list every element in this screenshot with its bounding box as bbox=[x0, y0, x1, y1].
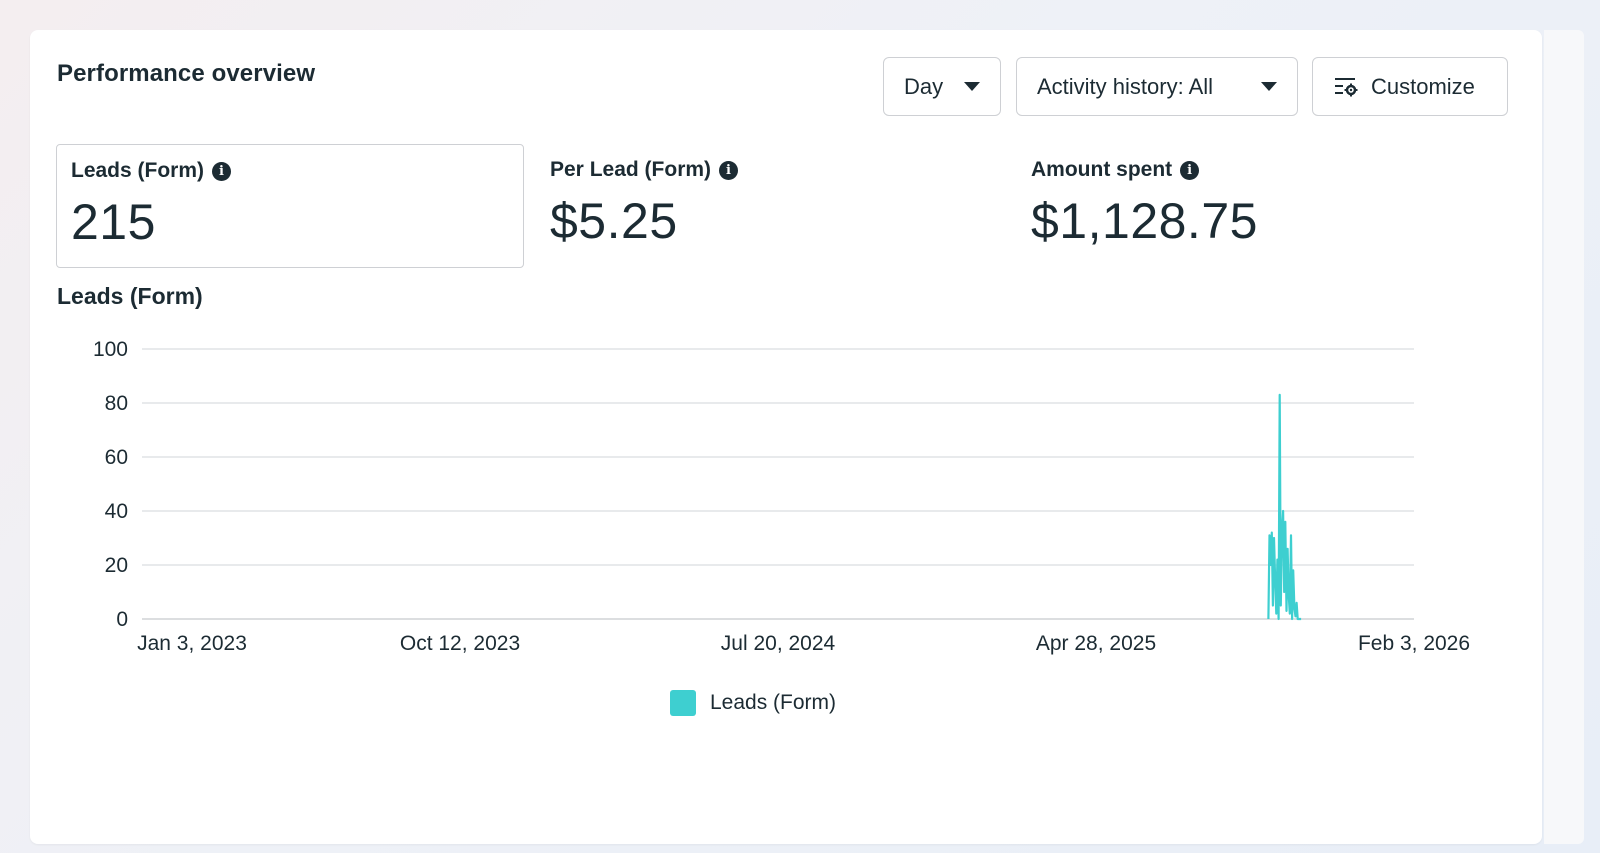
sliders-gear-icon bbox=[1335, 77, 1358, 96]
legend-swatch bbox=[670, 690, 696, 716]
chart-title: Leads (Form) bbox=[57, 283, 203, 309]
x-tick-label: Jul 20, 2024 bbox=[721, 632, 836, 655]
x-tick-label: Apr 28, 2025 bbox=[1036, 632, 1156, 655]
day-dropdown-label: Day bbox=[904, 73, 944, 99]
metric-value-leads: 215 bbox=[71, 194, 156, 250]
activity-history-dropdown-button[interactable]: Activity history: All bbox=[1016, 57, 1298, 116]
day-dropdown-button[interactable]: Day bbox=[883, 57, 1001, 116]
caret-down-icon bbox=[1261, 82, 1277, 91]
metric-label: Leads (Form) bbox=[71, 159, 205, 182]
chart-legend[interactable]: Leads (Form) bbox=[670, 690, 836, 716]
side-panel-edge bbox=[1544, 30, 1584, 844]
metric-label: Amount spent bbox=[1031, 158, 1173, 181]
y-tick-label: 40 bbox=[105, 500, 128, 523]
metric-label-row: Leads (Form) i bbox=[71, 159, 509, 183]
metric-card-amount-spent[interactable]: Amount spent i $1,128.75 bbox=[1017, 144, 1485, 268]
y-tick-label: 0 bbox=[116, 608, 128, 631]
y-tick-label: 100 bbox=[93, 338, 128, 361]
metric-value-amount-spent: $1,128.75 bbox=[1031, 193, 1258, 249]
info-icon[interactable]: i bbox=[212, 161, 232, 181]
metric-label-row: Amount spent i bbox=[1031, 158, 1471, 182]
y-tick-label: 20 bbox=[105, 554, 128, 577]
performance-overview-card: Performance overview Day Activity histor… bbox=[30, 30, 1542, 844]
metric-card-per-lead[interactable]: Per Lead (Form) i $5.25 bbox=[536, 144, 1004, 268]
x-tick-label: Jan 3, 2023 bbox=[137, 632, 247, 655]
y-tick-label: 60 bbox=[105, 446, 128, 469]
page-title: Performance overview bbox=[57, 60, 316, 87]
series-line-leads-form bbox=[1267, 393, 1302, 621]
metric-value-per-lead: $5.25 bbox=[550, 193, 678, 249]
customize-button[interactable]: Customize bbox=[1312, 57, 1508, 116]
metric-card-leads[interactable]: Leads (Form) i 215 bbox=[56, 144, 524, 268]
metric-label: Per Lead (Form) bbox=[550, 158, 712, 181]
x-tick-label: Feb 3, 2026 bbox=[1358, 632, 1470, 655]
info-icon[interactable]: i bbox=[719, 160, 739, 180]
caret-down-icon bbox=[964, 82, 980, 91]
y-tick-label: 80 bbox=[105, 392, 128, 415]
leads-line-chart: 0 20 40 60 80 100 Jan 3, 2023 Oct 12, 2023 Jul 2… bbox=[93, 338, 1470, 655]
activity-history-label: Activity history: All bbox=[1037, 73, 1214, 99]
customize-label: Customize bbox=[1371, 73, 1475, 99]
info-icon[interactable]: i bbox=[1180, 160, 1200, 180]
x-tick-label: Oct 12, 2023 bbox=[400, 632, 520, 655]
metric-label-row: Per Lead (Form) i bbox=[550, 158, 990, 182]
legend-label: Leads (Form) bbox=[710, 691, 837, 714]
